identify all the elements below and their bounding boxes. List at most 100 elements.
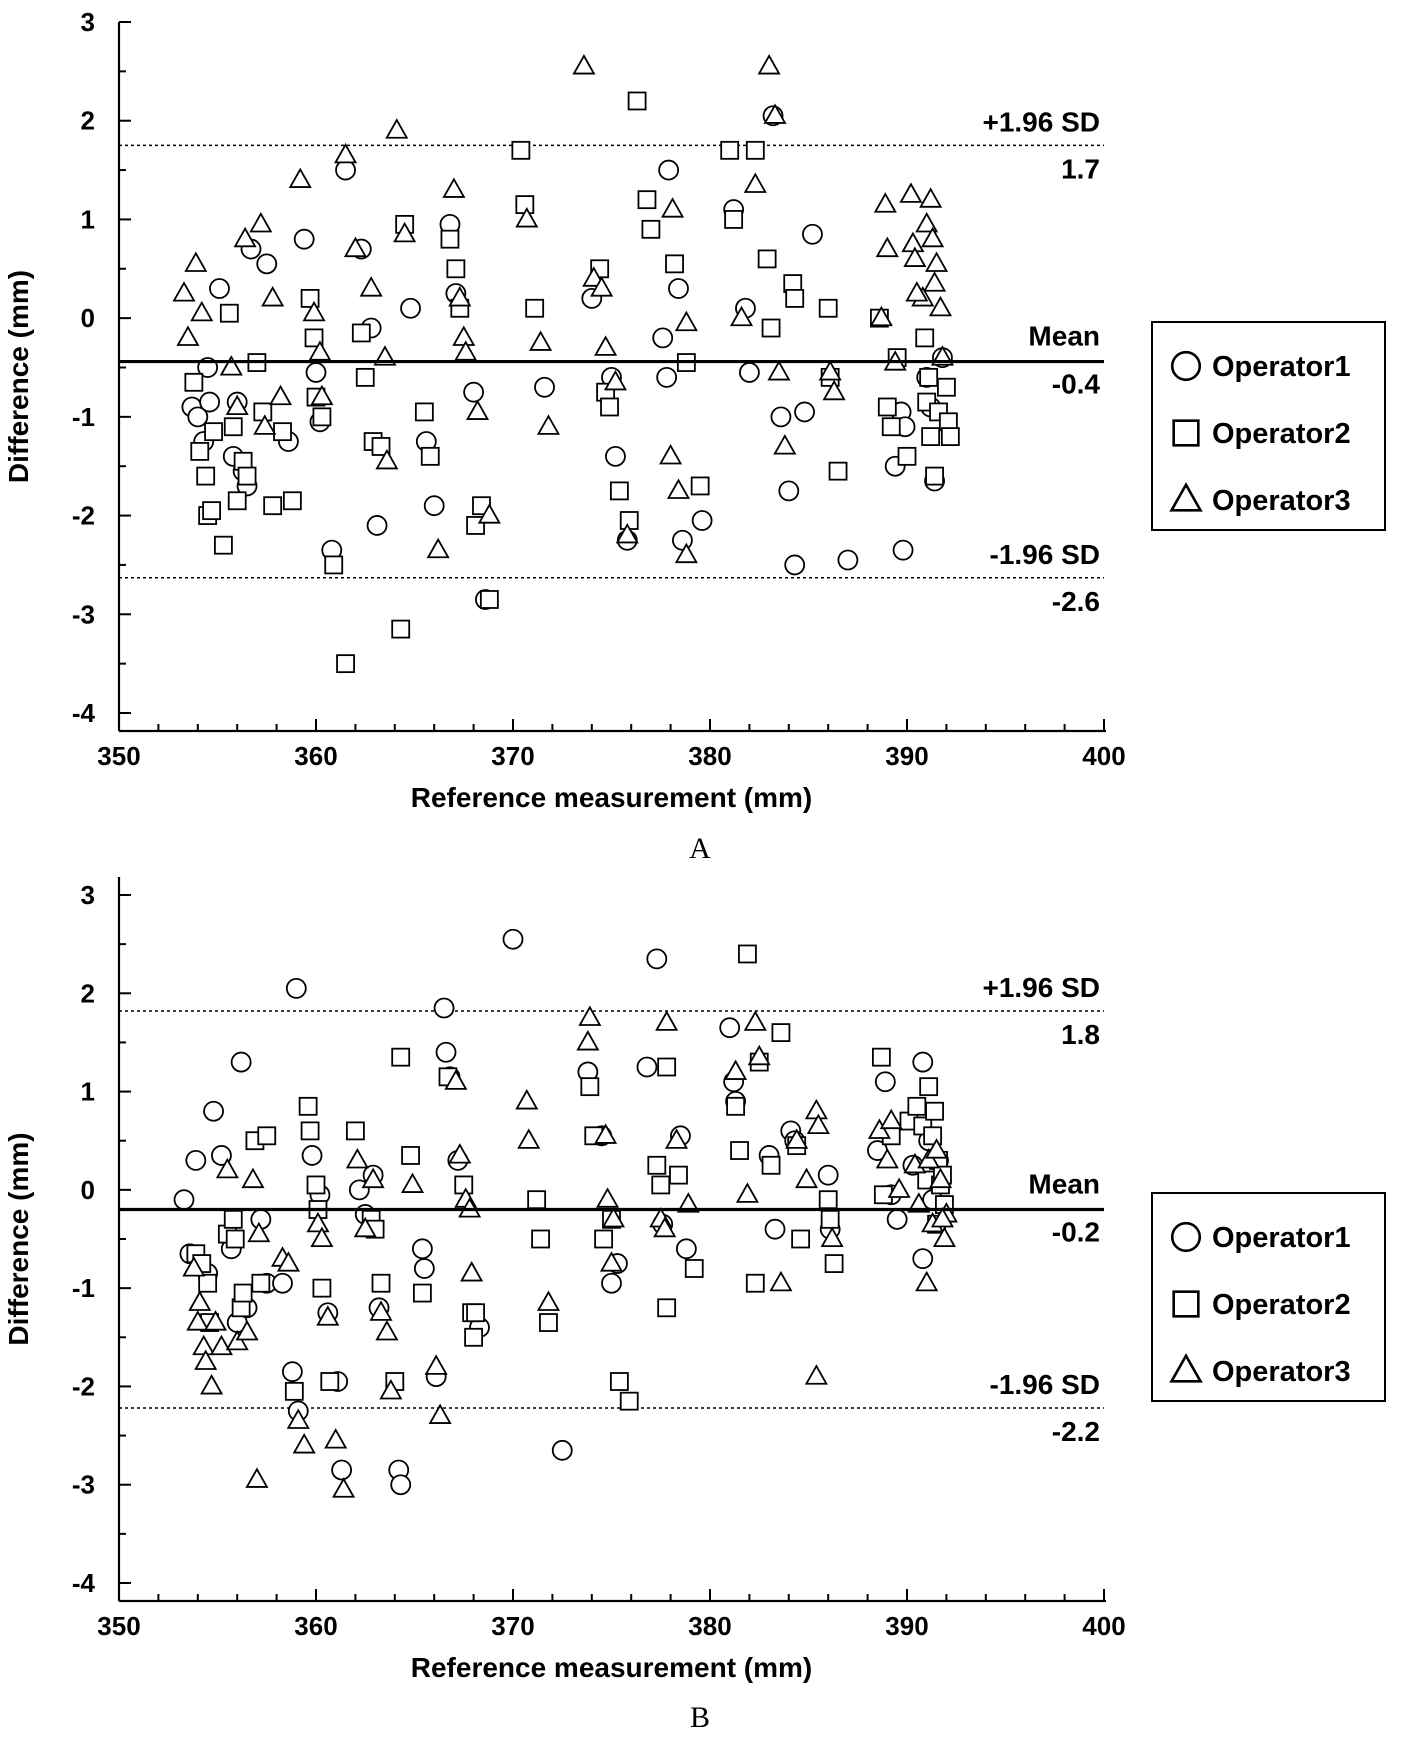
operator3-point: [594, 1123, 618, 1144]
operator1-point: [652, 327, 674, 349]
operator2-point: [828, 461, 848, 481]
operator2-point: [641, 219, 661, 239]
operator3-point: [529, 330, 553, 351]
operator3-point: [915, 211, 939, 233]
lower-limit-value: -2.6: [1052, 586, 1100, 617]
operator3-point: [192, 1334, 216, 1356]
operator3-point: [448, 286, 472, 307]
operator3-point: [603, 369, 627, 391]
y-tick-label: 0: [81, 1175, 95, 1205]
operator2-point: [190, 442, 210, 461]
operator1-point: [668, 278, 689, 299]
operator2-point: [690, 476, 710, 496]
operator2-point: [651, 1175, 671, 1195]
operator3-point: [343, 236, 367, 258]
operator3-point: [536, 414, 561, 435]
operator2-point: [223, 417, 243, 437]
operator3-point: [867, 1118, 891, 1139]
operator2-point: [919, 1077, 939, 1097]
chart-panel-a: -4 -3 -2 -1 0 1 2 3 350 360 370 380 390 400 Reference …: [3, 7, 1386, 865]
operator1-point: [331, 1459, 353, 1481]
operator2-point: [937, 377, 956, 397]
operator1-point: [778, 480, 800, 502]
operator2-point: [637, 190, 657, 210]
operator2-point: [877, 397, 897, 417]
operator3-point: [286, 1408, 310, 1429]
operator3-point: [769, 1270, 793, 1292]
operator2-point: [919, 367, 939, 387]
operator2-point: [227, 491, 247, 511]
operator3-point: [901, 231, 925, 253]
y-tick-label: -4: [72, 698, 96, 728]
operator3-point: [452, 325, 476, 346]
operator2-point: [345, 1121, 365, 1141]
operator1-point: [390, 1474, 412, 1496]
operator3-point: [615, 522, 639, 544]
operator1-point: [784, 554, 806, 576]
x-axis-title: Reference measurement (mm): [411, 1652, 813, 1683]
operator2-point: [820, 1209, 840, 1229]
operator1-point: [335, 159, 356, 181]
x-tick-label: 370: [491, 1611, 534, 1641]
legend-label-operator3: Operator3: [1212, 485, 1351, 517]
operator2-point: [531, 1229, 550, 1249]
operator3-point: [578, 1005, 602, 1026]
operator3-point: [424, 1354, 448, 1375]
operator1-point: [185, 1149, 207, 1171]
operator2-point: [818, 1190, 838, 1210]
operator2-point: [720, 140, 740, 160]
operator2-point: [511, 140, 531, 160]
operator2-point: [527, 1190, 547, 1210]
operator3-point: [353, 1216, 377, 1238]
operator1-point: [209, 278, 230, 299]
y-tick-label: -3: [72, 599, 95, 629]
operator3-point: [400, 1172, 425, 1193]
operator3-point: [661, 197, 685, 218]
operator2-point: [871, 1047, 891, 1067]
operator1-point: [770, 406, 792, 428]
operator3-point: [773, 434, 797, 455]
series-operator3: [182, 1005, 958, 1498]
operator2-point: [539, 1313, 558, 1332]
operator3-point: [903, 246, 927, 267]
operator2-point: [466, 1303, 485, 1323]
operator2-point: [684, 1259, 704, 1278]
operator1-point: [912, 1248, 934, 1270]
panel-label-a: A: [689, 832, 711, 865]
operator3-point: [517, 1128, 541, 1149]
operator3-point: [767, 360, 791, 381]
operator2-point: [724, 210, 744, 229]
operator1-point: [719, 1017, 741, 1039]
operator3-point: [907, 1192, 931, 1213]
operator3-point: [460, 1261, 484, 1282]
operator3-point: [310, 384, 334, 406]
y-tick-label: -1: [72, 1273, 95, 1303]
operator2-point: [204, 422, 223, 442]
operator2-point: [391, 1047, 411, 1067]
x-tick-label: 350: [97, 1611, 140, 1641]
operator2-point: [184, 372, 204, 392]
legend-label-operator3: Operator3: [1212, 1356, 1351, 1388]
x-axis-title: Reference measurement (mm): [411, 782, 813, 813]
operator1-point: [502, 928, 524, 950]
operator3-point: [375, 1320, 399, 1341]
operator1-point: [534, 376, 555, 398]
operator1-point: [601, 1272, 622, 1294]
operator1-point: [802, 223, 823, 245]
operator1-point: [293, 228, 315, 250]
operator2-point: [233, 1283, 253, 1303]
operator2-point: [730, 1141, 749, 1160]
operator3-point: [925, 251, 949, 272]
operator3-point: [879, 1108, 903, 1130]
legend-label-operator1: Operator1: [1212, 1222, 1351, 1254]
operator3-point: [203, 1310, 228, 1331]
operator1-point: [230, 1051, 252, 1073]
x-tick-label: 350: [97, 741, 140, 771]
operator2-point: [609, 1372, 629, 1391]
operator3-point: [334, 142, 358, 164]
operator3-point: [225, 1329, 249, 1351]
x-tick-label: 390: [885, 1611, 928, 1641]
operator1-point: [187, 406, 209, 428]
operator1-point: [272, 1272, 293, 1294]
mean-value: -0.2: [1052, 1217, 1100, 1248]
